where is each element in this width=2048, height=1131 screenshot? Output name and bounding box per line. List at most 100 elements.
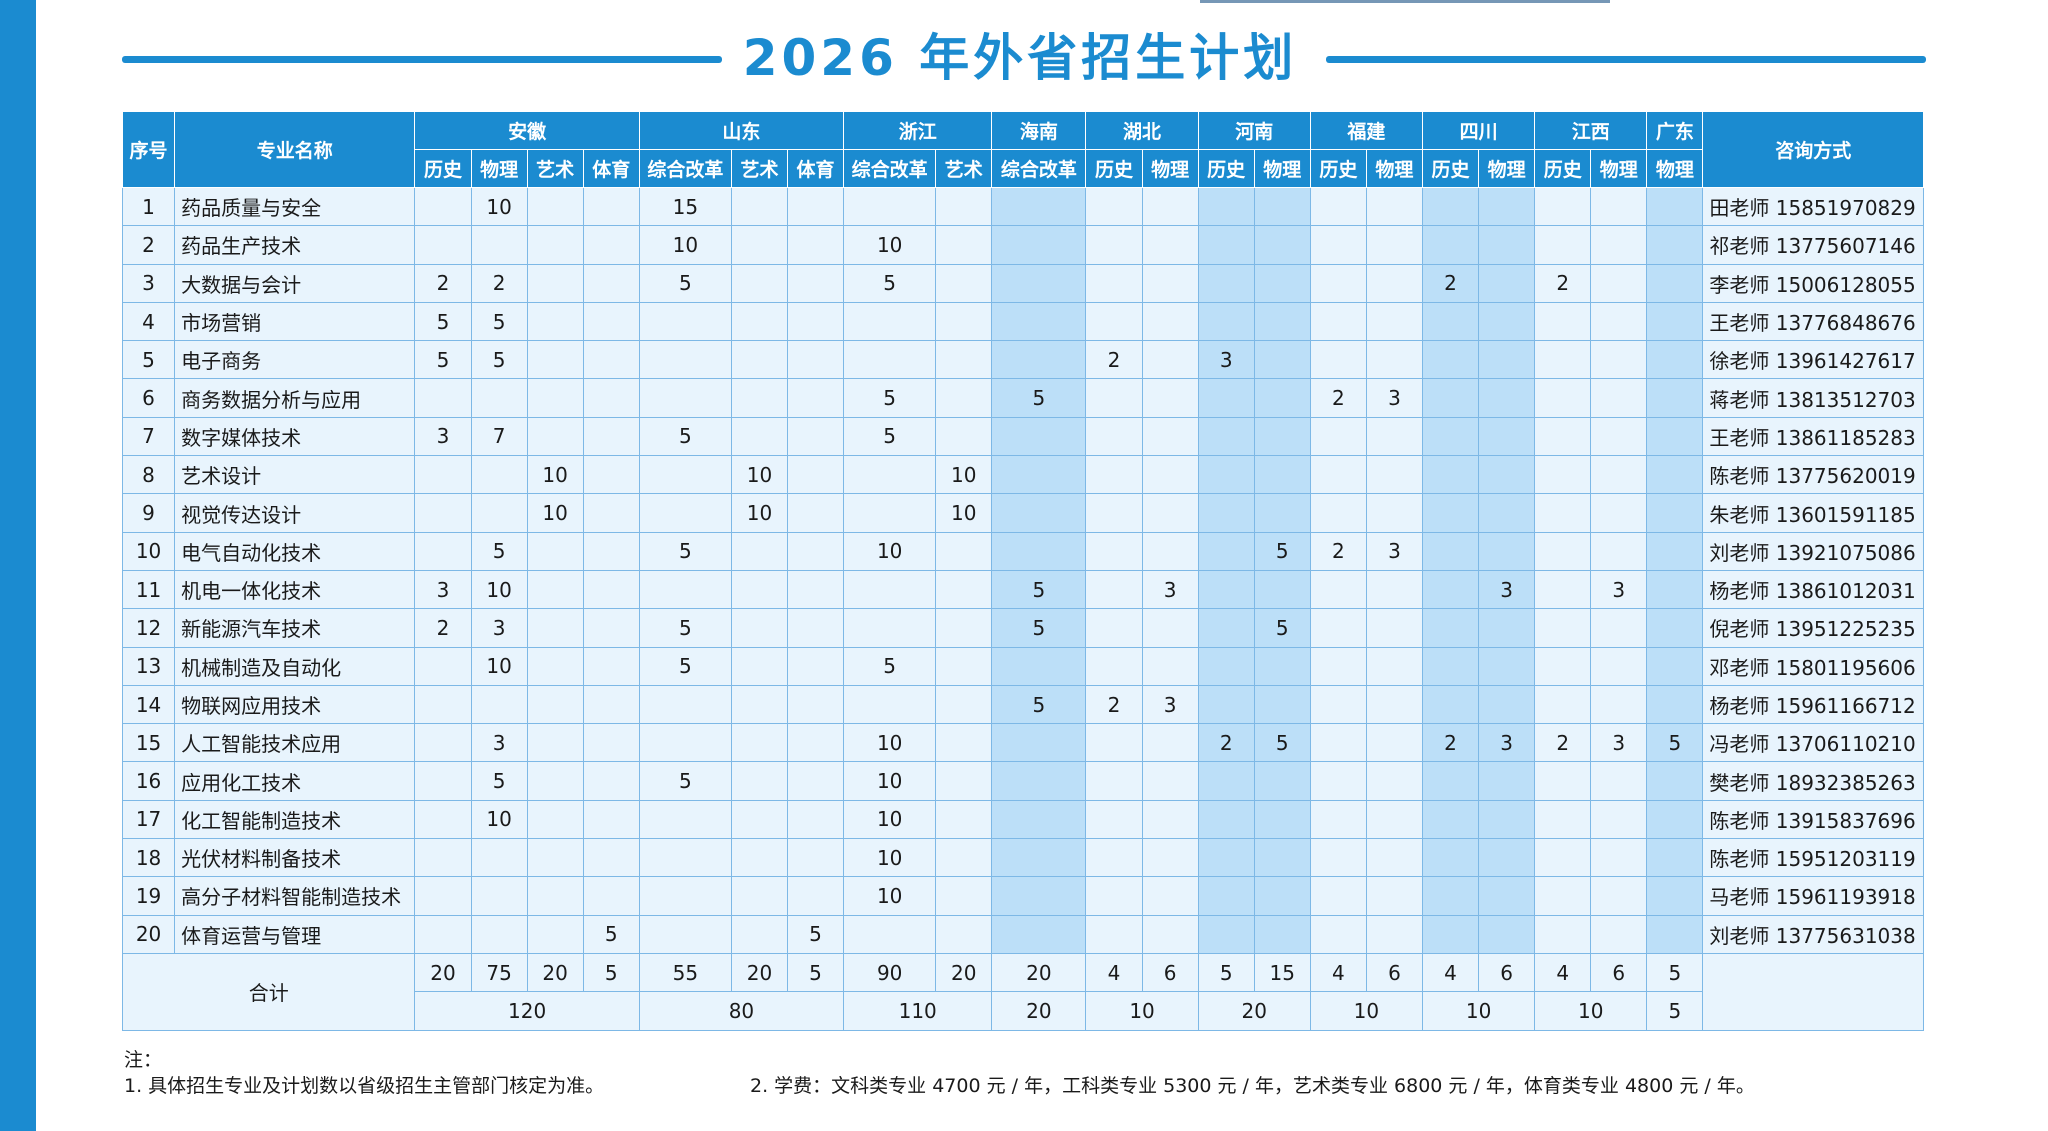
- major-name: 药品质量与安全: [174, 186, 416, 227]
- quota-cell: 10: [526, 455, 584, 495]
- row-number: 9: [121, 493, 176, 533]
- quota-cell: [1590, 876, 1648, 916]
- quota-cell: [843, 301, 937, 342]
- quota-cell: [730, 378, 789, 418]
- quota-cell: [935, 416, 993, 457]
- quota-cell: 5: [638, 263, 732, 303]
- quota-cell: [991, 761, 1087, 801]
- quota-cell: [730, 608, 789, 648]
- province-total: 120: [414, 991, 640, 1031]
- quota-cell: [1141, 761, 1199, 801]
- quota-cell: [526, 876, 584, 916]
- quota-cell: [1478, 761, 1536, 801]
- quota-cell: [1534, 455, 1592, 495]
- subject-total: 5: [582, 952, 640, 993]
- subject-total: 20: [991, 952, 1087, 993]
- table-row: 12 新能源汽车技术 2 3 5 5 5 倪老师 13951225235: [121, 608, 1924, 648]
- quota-cell: [1365, 646, 1423, 686]
- subject-total: 4: [1421, 952, 1480, 993]
- quota-cell: [1646, 876, 1704, 916]
- quota-cell: [1646, 301, 1704, 342]
- quota-cell: [1141, 914, 1199, 954]
- quota-cell: [843, 914, 937, 954]
- quota-cell: [730, 340, 789, 380]
- quota-cell: [1421, 455, 1480, 495]
- quota-cell: [935, 838, 993, 878]
- quota-cell: [1197, 225, 1255, 265]
- quota-cell: [1365, 301, 1423, 342]
- quota-cell: [1253, 684, 1311, 725]
- row-number: 7: [121, 416, 176, 457]
- quota-cell: [526, 608, 584, 648]
- quota-cell: [526, 301, 584, 342]
- quota-cell: [1309, 301, 1367, 342]
- quota-cell: [414, 455, 472, 495]
- quota-cell: [526, 378, 584, 418]
- header-subject: 综合改革: [638, 149, 732, 188]
- quota-cell: [1085, 493, 1143, 533]
- quota-cell: [1421, 186, 1480, 227]
- quota-cell: 2: [1309, 378, 1367, 418]
- quota-cell: [526, 799, 584, 840]
- contact-info: 祁老师 13775607146: [1702, 225, 1924, 265]
- quota-cell: [526, 838, 584, 878]
- subject-total: 5: [1646, 952, 1704, 993]
- quota-cell: [991, 799, 1087, 840]
- contact-info: 倪老师 13951225235: [1702, 608, 1924, 648]
- quota-cell: 10: [843, 531, 937, 571]
- subject-total: 20: [526, 952, 584, 993]
- quota-cell: [414, 186, 472, 227]
- quota-cell: [1365, 761, 1423, 801]
- quota-cell: [638, 914, 732, 954]
- quota-cell: [1253, 301, 1311, 342]
- quota-cell: [786, 378, 845, 418]
- quota-cell: [1309, 799, 1367, 840]
- quota-cell: [843, 684, 937, 725]
- table-row: 3 大数据与会计 2 2 5 5 2 2 李老师 15006128055: [121, 263, 1924, 303]
- quota-cell: 5: [843, 378, 937, 418]
- quota-cell: [730, 838, 789, 878]
- quota-cell: [1478, 876, 1536, 916]
- quota-cell: [470, 493, 528, 533]
- quota-cell: [1646, 416, 1704, 457]
- quota-cell: [730, 723, 789, 763]
- quota-cell: [786, 569, 845, 610]
- table-row: 5 电子商务 5 5 2 3 徐老师 13961427617: [121, 340, 1924, 380]
- quota-cell: [1365, 799, 1423, 840]
- row-number: 18: [121, 838, 176, 878]
- quota-cell: [1365, 225, 1423, 265]
- quota-cell: [1478, 646, 1536, 686]
- quota-cell: 10: [730, 455, 789, 495]
- table-row: 8 艺术设计 10 10 10 陈老师 13775620019: [121, 455, 1924, 495]
- quota-cell: [638, 455, 732, 495]
- province-total: 20: [991, 991, 1087, 1031]
- header-contact: 咨询方式: [1702, 111, 1924, 188]
- quota-cell: 2: [414, 263, 472, 303]
- quota-cell: [582, 455, 640, 495]
- quota-cell: [786, 646, 845, 686]
- quota-cell: [1590, 493, 1648, 533]
- contact-info: 杨老师 13861012031: [1702, 569, 1924, 610]
- quota-cell: [1309, 608, 1367, 648]
- quota-cell: 5: [638, 416, 732, 457]
- quota-cell: [843, 608, 937, 648]
- header-subject: 艺术: [935, 149, 993, 188]
- quota-cell: [786, 186, 845, 227]
- quota-cell: [1309, 646, 1367, 686]
- major-name: 化工智能制造技术: [174, 799, 416, 840]
- quota-cell: 10: [935, 493, 993, 533]
- quota-cell: 3: [1365, 531, 1423, 571]
- quota-cell: [1197, 914, 1255, 954]
- table-row: 9 视觉传达设计 10 10 10 朱老师 13601591185: [121, 493, 1924, 533]
- quota-cell: [1085, 646, 1143, 686]
- table-row: 15 人工智能技术应用 3 10 2 5 2 3 2 3 5 冯老师 13706110210: [121, 723, 1924, 763]
- quota-cell: [638, 301, 732, 342]
- quota-cell: [730, 531, 789, 571]
- quota-cell: [582, 799, 640, 840]
- quota-cell: [1253, 646, 1311, 686]
- table-row: 14 物联网应用技术 5 2 3 杨老师 15961166712: [121, 684, 1924, 725]
- quota-cell: [1421, 340, 1480, 380]
- quota-cell: [1534, 378, 1592, 418]
- quota-cell: [582, 876, 640, 916]
- quota-cell: [414, 914, 472, 954]
